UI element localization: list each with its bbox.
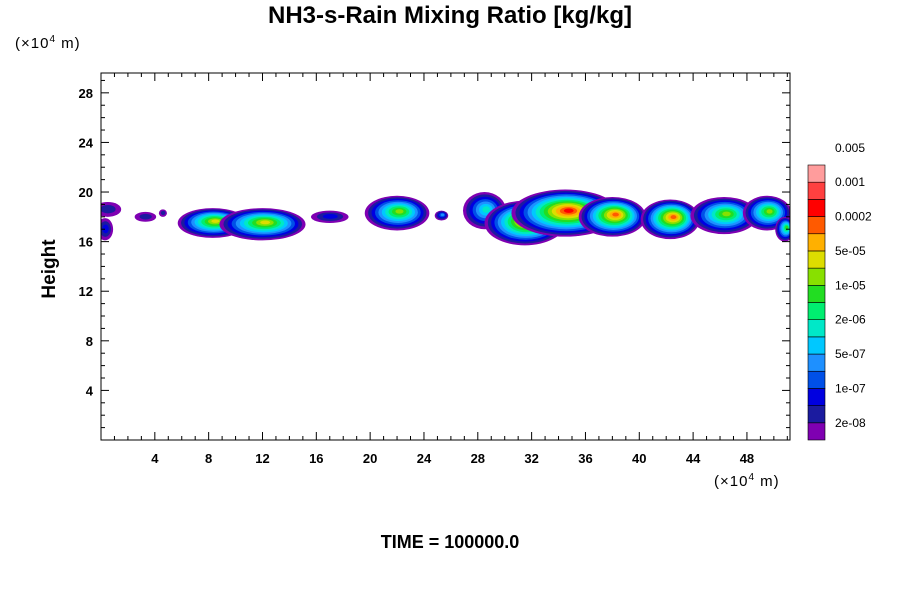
y-tick-label: 28 [79,86,93,101]
colorbar-label: 1e-05 [835,278,866,292]
y-axis-unit: (×104 m) [15,34,81,52]
contour-blob [219,208,306,241]
colorbar-swatch [807,181,826,200]
contour-level [139,213,152,220]
y-tick-label: 20 [79,185,93,200]
contour-blob [578,196,647,237]
y-tick-label: 8 [86,334,93,349]
colorbar-swatch [807,216,826,235]
contour-level [563,208,574,213]
x-axis-ticks: 4 8 12 16 20 24 28 32 36 40 44 48 [113,73,788,466]
y-tick-label: 4 [86,383,94,398]
colorbar-swatch [807,336,826,355]
colorbar-label: 0.001 [835,175,865,189]
colorbar-swatch [807,267,826,286]
x-tick-label: 20 [363,451,377,466]
chart-title: NH3-s-Rain Mixing Ratio [kg/kg] [267,2,633,29]
colorbar-label: 1e-07 [835,381,866,395]
colorbar-label: 5e-07 [835,347,866,361]
contour-level [102,224,109,234]
colorbar-label: 0.0002 [835,210,872,224]
contour-level [322,214,338,219]
colorbar-label: 2e-06 [835,313,866,327]
contour-fields [101,189,790,246]
colorbar-swatch [807,199,826,217]
x-tick-label: 28 [471,451,485,466]
contour-blob [640,199,700,240]
contour-blob [434,210,449,221]
colorbar-swatch [807,370,826,389]
contour-level [160,210,166,216]
contour-level [785,226,789,230]
colorbar-swatch [807,233,826,252]
contour-level [395,209,404,214]
colorbar-swatch [807,388,826,406]
contour-level [766,209,773,214]
contour-level [722,211,731,217]
contour-blob [158,209,167,217]
colorbar-label: 5e-05 [835,244,866,258]
y-axis-ticks: 4 8 12 16 20 24 28 [79,79,790,429]
x-tick-label: 32 [524,451,538,466]
colorbar-swatch [807,319,826,338]
y-tick-label: 12 [79,284,93,299]
colorbar-swatch [807,302,826,320]
colorbar: 2e-08 1e-07 5e-07 2e-06 1e-05 5e-05 0.0002 0.00… [807,141,872,441]
colorbar-swatch [807,422,826,441]
contour-blob [101,218,114,241]
x-tick-label: 4 [151,451,159,466]
contour-level [101,204,116,214]
contour-level [482,206,490,213]
contour-blob [364,195,430,231]
colorbar-label: 0.005 [835,141,865,155]
x-axis-unit: (×104 m) [714,472,780,490]
colorbar-label: 2e-08 [835,416,866,430]
time-label: TIME = 100000.0 [380,532,520,552]
plot-frame [100,72,791,441]
colorbar-swatch [807,164,826,183]
colorbar-swatch [807,405,826,424]
contour-blob [775,216,790,242]
x-tick-label: 8 [205,451,212,466]
contour-blob [134,211,157,222]
contour-level [612,212,619,217]
contour-blob [101,201,122,217]
x-tick-label: 40 [632,451,646,466]
contour-level [670,215,677,220]
x-tick-label: 48 [740,451,754,466]
contour-blob [310,210,349,224]
y-tick-label: 16 [79,235,93,250]
x-tick-label: 44 [686,451,701,466]
y-tick-label: 24 [79,135,94,150]
contour-level [211,219,220,223]
contour-level [260,220,271,225]
colorbar-swatch [807,353,826,372]
colorbar-swatch [807,250,826,269]
x-tick-label: 12 [255,451,269,466]
x-tick-label: 24 [417,451,432,466]
contour-level [440,213,445,217]
x-tick-label: 36 [578,451,592,466]
colorbar-swatch [807,285,826,303]
contour-blob [690,196,758,235]
x-tick-label: 16 [309,451,323,466]
